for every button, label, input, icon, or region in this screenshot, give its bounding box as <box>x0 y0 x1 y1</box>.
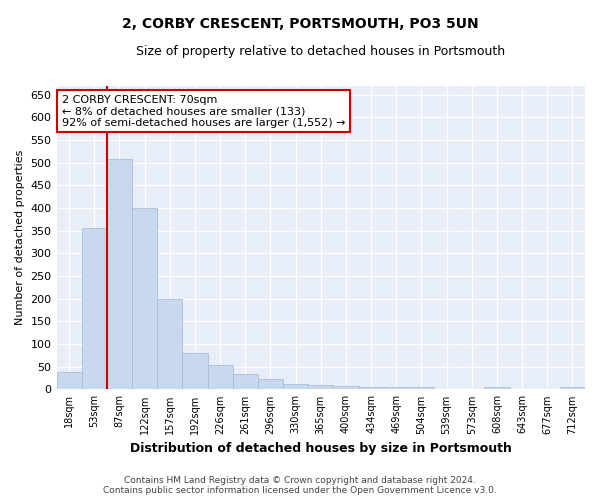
Y-axis label: Number of detached properties: Number of detached properties <box>15 150 25 325</box>
Bar <box>258 380 283 390</box>
Bar <box>132 208 157 390</box>
Text: 2 CORBY CRESCENT: 70sqm
← 8% of detached houses are smaller (133)
92% of semi-de: 2 CORBY CRESCENT: 70sqm ← 8% of detached… <box>62 94 346 128</box>
Bar <box>107 160 132 390</box>
Bar <box>383 387 409 390</box>
Bar <box>560 386 585 390</box>
Bar <box>208 366 233 390</box>
Bar <box>56 372 82 390</box>
Bar <box>535 388 560 390</box>
X-axis label: Distribution of detached houses by size in Portsmouth: Distribution of detached houses by size … <box>130 442 512 455</box>
Bar <box>157 298 182 390</box>
Bar <box>409 387 434 390</box>
Bar <box>182 353 208 390</box>
Text: Contains HM Land Registry data © Crown copyright and database right 2024.
Contai: Contains HM Land Registry data © Crown c… <box>103 476 497 495</box>
Text: 2, CORBY CRESCENT, PORTSMOUTH, PO3 5UN: 2, CORBY CRESCENT, PORTSMOUTH, PO3 5UN <box>122 18 478 32</box>
Bar <box>509 388 535 390</box>
Bar <box>283 384 308 390</box>
Bar <box>434 388 459 390</box>
Bar <box>308 386 334 390</box>
Bar <box>484 386 509 390</box>
Title: Size of property relative to detached houses in Portsmouth: Size of property relative to detached ho… <box>136 45 505 58</box>
Bar <box>459 388 484 390</box>
Bar <box>233 374 258 390</box>
Bar <box>359 387 383 390</box>
Bar <box>334 386 359 390</box>
Bar <box>82 228 107 390</box>
